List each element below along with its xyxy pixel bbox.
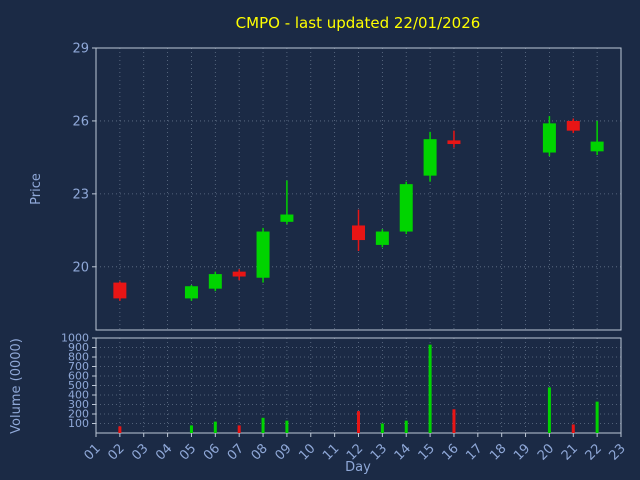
x-tick-label: 09 <box>272 441 294 463</box>
price-tick-label: 20 <box>72 260 89 275</box>
x-axis-label: Day <box>345 460 371 475</box>
volume-bar-day-07 <box>237 425 241 433</box>
x-tick-label: 19 <box>511 441 533 463</box>
x-tick-label: 07 <box>225 441 247 463</box>
candle-body-day-12 <box>352 225 365 241</box>
volume-tick-label: 200 <box>68 408 89 421</box>
x-tick-label: 14 <box>392 441 414 463</box>
candle-body-day-15 <box>423 139 437 176</box>
candles-layer <box>113 116 604 301</box>
x-tick-label: 11 <box>320 441 342 463</box>
volume-bars-layer <box>118 344 599 433</box>
candle-body-day-20 <box>542 123 556 153</box>
price-axis-label: Price <box>29 173 44 205</box>
candle-body-day-02 <box>113 282 127 299</box>
volume-tick-label: 600 <box>68 370 89 383</box>
volume-bar-day-16 <box>452 409 456 433</box>
candle-body-day-07 <box>232 271 246 277</box>
candle-body-day-08 <box>256 231 270 278</box>
volume-bar-day-06 <box>213 421 217 433</box>
price-tick-label: 26 <box>72 114 89 129</box>
x-tick-label: 06 <box>201 441 223 463</box>
volume-bar-day-15 <box>428 344 432 433</box>
candle-body-day-05 <box>184 286 198 299</box>
volume-tick-label: 400 <box>68 389 89 402</box>
x-tick-label: 01 <box>82 441 104 463</box>
x-tick-label: 23 <box>607 441 629 463</box>
volume-bar-day-12 <box>357 411 360 433</box>
candle-body-day-22 <box>590 141 604 152</box>
x-tick-label: 10 <box>296 441 318 463</box>
x-tick-label: 20 <box>535 441 557 463</box>
candle-body-day-13 <box>375 231 389 245</box>
candle-body-day-16 <box>447 140 461 145</box>
volume-bar-day-21 <box>571 424 575 433</box>
volume-tick-label: 300 <box>68 398 89 411</box>
price-tick-label: 23 <box>72 187 89 202</box>
x-tick-label: 21 <box>559 441 581 463</box>
volume-bar-day-13 <box>380 423 384 433</box>
volume-tick-label: 1000 <box>61 332 89 345</box>
x-tick-label: 17 <box>463 441 485 463</box>
volume-tick-label: 700 <box>68 360 89 373</box>
x-tick-label: 04 <box>153 441 175 463</box>
volume-axis-label: Volume (0000) <box>9 338 24 434</box>
volume-tick-label: 500 <box>68 379 89 392</box>
candle-body-day-14 <box>399 184 413 232</box>
x-tick-label: 13 <box>368 441 390 463</box>
volume-bar-day-20 <box>547 387 551 433</box>
volume-bar-day-08 <box>261 417 265 433</box>
volume-bar-day-05 <box>189 425 193 433</box>
candle-body-day-09 <box>280 214 294 222</box>
volume-tick-label: 100 <box>68 417 89 430</box>
x-tick-label: 02 <box>105 441 127 463</box>
x-tick-label: 22 <box>583 441 605 463</box>
x-tick-label: 05 <box>177 441 199 463</box>
volume-tick-label: 900 <box>68 341 89 354</box>
x-tick-label: 03 <box>129 441 151 463</box>
volume-bar-day-22 <box>595 401 599 433</box>
volume-bar-day-02 <box>118 426 122 433</box>
chart-title: CMPO - last updated 22/01/2026 <box>236 14 481 32</box>
price-tick-label: 29 <box>72 42 89 57</box>
candle-body-day-21 <box>566 120 580 131</box>
volume-bar-day-09 <box>285 420 289 433</box>
volume-bar-day-14 <box>404 420 408 433</box>
price-plot-frame <box>95 47 622 331</box>
x-tick-label: 15 <box>416 441 438 463</box>
x-tick-label: 18 <box>487 441 509 463</box>
x-tick-label: 08 <box>249 441 271 463</box>
candle-body-day-06 <box>208 274 222 289</box>
volume-tick-label: 800 <box>68 351 89 364</box>
x-tick-label: 16 <box>439 441 461 463</box>
